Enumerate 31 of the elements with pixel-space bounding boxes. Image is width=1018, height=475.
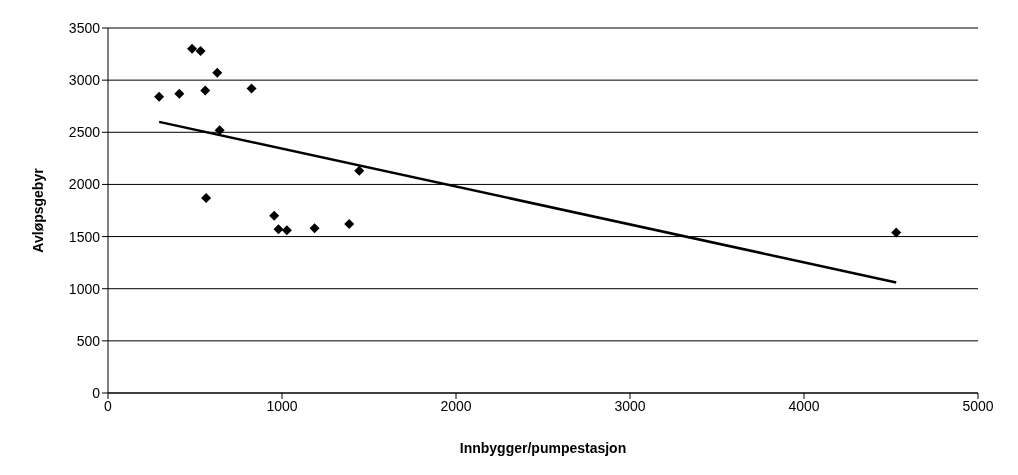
point: [187, 43, 198, 54]
y-tick-label: 2500: [68, 124, 101, 141]
point: [344, 219, 355, 230]
x-tick-label: 0: [104, 397, 113, 414]
y-tick-label: 0: [92, 384, 101, 401]
point: [891, 227, 902, 238]
point: [246, 83, 257, 94]
x-tick-label: 4000: [788, 397, 820, 414]
x-tick-label: 2000: [440, 397, 472, 414]
y-tick-label: 3500: [68, 19, 101, 36]
point: [154, 91, 165, 102]
point: [273, 224, 284, 235]
point: [174, 88, 185, 99]
x-tick-label: 3000: [614, 397, 646, 414]
point: [309, 223, 320, 234]
point: [200, 85, 211, 96]
y-tick-label: 1500: [68, 228, 101, 245]
x-axis-title: Innbygger/pumpestasjon: [459, 440, 627, 456]
y-tick-label: 2000: [68, 176, 101, 193]
y-axis-title: Avløpsgebyr: [29, 167, 46, 253]
y-tick-label: 3000: [68, 72, 101, 89]
point: [354, 165, 365, 176]
point: [201, 192, 212, 203]
point: [281, 225, 292, 236]
y-tick-label: 1000: [68, 280, 101, 297]
point: [269, 210, 280, 221]
y-tick-label: 500: [76, 332, 101, 349]
x-tick-label: 1000: [266, 397, 298, 414]
point: [195, 45, 206, 56]
point: [212, 67, 223, 78]
x-tick-label: 5000: [962, 397, 994, 414]
